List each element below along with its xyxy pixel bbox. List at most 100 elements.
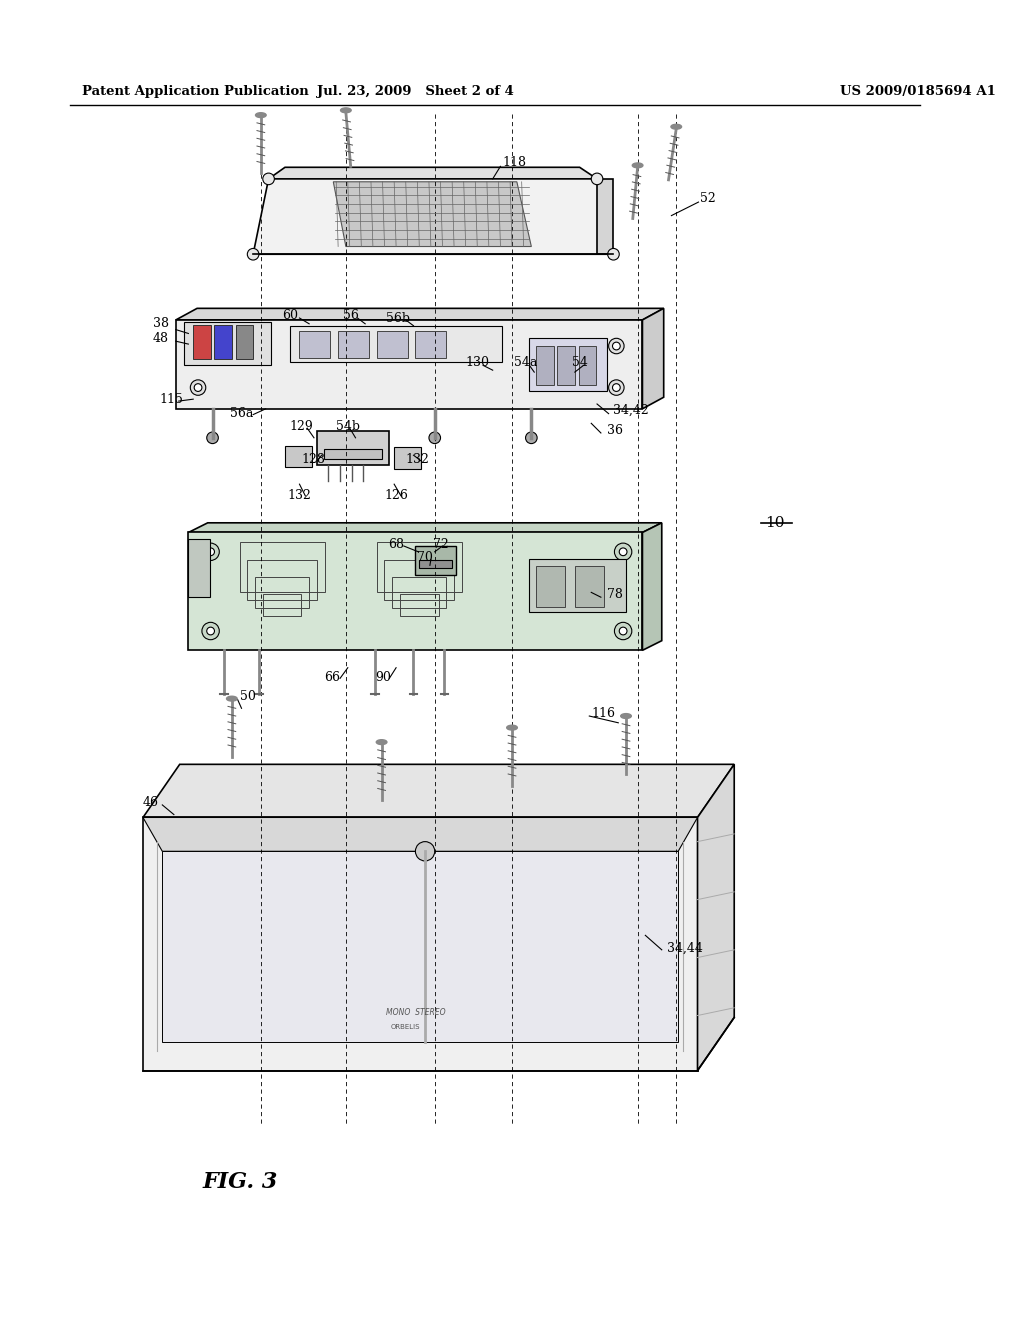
Polygon shape (176, 309, 664, 319)
Ellipse shape (621, 714, 632, 718)
Bar (377, 330, 408, 358)
Circle shape (207, 432, 218, 444)
Bar (263, 594, 301, 615)
Bar (392, 577, 446, 607)
Bar (416, 546, 456, 576)
Text: 116: 116 (591, 706, 615, 719)
Text: Jul. 23, 2009   Sheet 2 of 4: Jul. 23, 2009 Sheet 2 of 4 (317, 86, 514, 99)
Polygon shape (143, 817, 697, 851)
Circle shape (612, 384, 621, 392)
Polygon shape (253, 180, 613, 255)
Circle shape (207, 548, 214, 556)
Polygon shape (188, 532, 642, 651)
Text: 56: 56 (343, 309, 358, 322)
Text: MONO  STEREO: MONO STEREO (386, 1008, 445, 1018)
Text: 72: 72 (433, 537, 449, 550)
Circle shape (620, 548, 627, 556)
Text: 38: 38 (153, 317, 169, 330)
Text: Patent Application Publication: Patent Application Publication (82, 86, 309, 99)
Circle shape (190, 338, 206, 354)
Text: 52: 52 (700, 191, 716, 205)
Circle shape (207, 627, 214, 635)
Circle shape (190, 380, 206, 395)
Text: 60: 60 (282, 309, 298, 322)
Polygon shape (162, 851, 678, 1041)
Text: 132: 132 (406, 453, 430, 466)
Bar (316, 432, 389, 465)
Circle shape (614, 543, 632, 561)
Text: 66: 66 (324, 671, 340, 684)
Circle shape (608, 338, 624, 354)
Bar (248, 560, 316, 601)
Text: 78: 78 (606, 587, 623, 601)
Bar (557, 346, 574, 384)
Circle shape (612, 342, 621, 350)
Circle shape (195, 342, 202, 350)
Bar (529, 338, 606, 392)
Text: US 2009/0185694 A1: US 2009/0185694 A1 (841, 86, 996, 99)
Circle shape (608, 380, 624, 395)
Polygon shape (697, 764, 734, 1071)
Text: 10: 10 (765, 516, 784, 529)
Text: 129: 129 (290, 420, 313, 433)
Text: 126: 126 (384, 490, 409, 503)
Bar (214, 325, 231, 359)
Bar (255, 577, 309, 607)
Ellipse shape (256, 112, 266, 117)
Text: 54a: 54a (514, 356, 538, 370)
Text: 36: 36 (606, 424, 623, 437)
Polygon shape (333, 182, 531, 247)
Bar (285, 446, 312, 467)
Text: 54: 54 (572, 356, 588, 370)
Bar (394, 447, 421, 469)
Circle shape (607, 248, 620, 260)
Bar (377, 543, 462, 593)
Polygon shape (268, 168, 597, 180)
Text: 48: 48 (153, 331, 169, 345)
Text: 34,42: 34,42 (613, 404, 649, 417)
Polygon shape (597, 180, 613, 255)
Circle shape (591, 173, 603, 185)
Circle shape (620, 627, 627, 635)
Text: 68: 68 (388, 537, 404, 550)
Ellipse shape (226, 696, 238, 701)
Text: 115: 115 (160, 392, 183, 405)
Bar (324, 449, 382, 459)
Bar (183, 322, 270, 366)
Bar (299, 330, 331, 358)
Polygon shape (642, 309, 664, 409)
Circle shape (202, 543, 219, 561)
Bar (419, 561, 453, 568)
Bar (338, 330, 369, 358)
Text: ORBELIS: ORBELIS (391, 1024, 421, 1030)
Text: 50: 50 (240, 690, 255, 704)
Bar (384, 560, 454, 601)
Text: 34,44: 34,44 (667, 941, 702, 954)
Text: 130: 130 (466, 356, 489, 370)
Text: 90: 90 (375, 671, 391, 684)
Bar (194, 325, 211, 359)
Polygon shape (188, 523, 662, 532)
Circle shape (248, 248, 259, 260)
Bar (537, 566, 565, 607)
Text: 46: 46 (143, 796, 159, 809)
Bar (579, 346, 596, 384)
Circle shape (614, 622, 632, 640)
Circle shape (202, 622, 219, 640)
Text: 132: 132 (288, 490, 311, 503)
Ellipse shape (632, 162, 643, 168)
Circle shape (525, 432, 538, 444)
Bar (188, 540, 210, 597)
Polygon shape (143, 817, 697, 1071)
Text: 56b: 56b (386, 312, 411, 325)
Bar (240, 543, 325, 593)
Bar (290, 326, 503, 363)
Text: 54b: 54b (336, 420, 360, 433)
Bar (400, 594, 438, 615)
Ellipse shape (671, 124, 682, 129)
Polygon shape (143, 764, 734, 817)
Ellipse shape (376, 739, 387, 744)
Bar (529, 558, 626, 611)
Polygon shape (176, 319, 642, 409)
Circle shape (429, 432, 440, 444)
